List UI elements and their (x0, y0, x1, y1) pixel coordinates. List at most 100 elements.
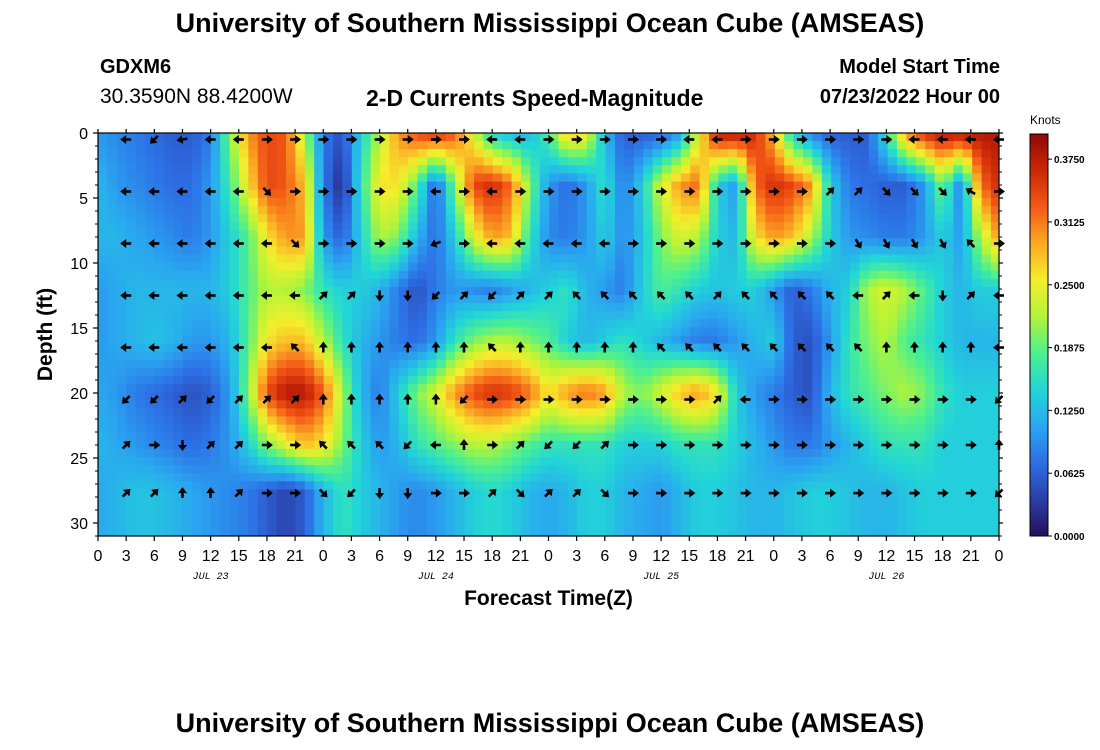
heatmap-cell (474, 359, 484, 369)
heatmap-cell (962, 408, 973, 418)
heatmap-cell (417, 141, 428, 150)
heatmap-cell (596, 295, 607, 304)
heatmap-cell (239, 230, 249, 239)
heatmap-cell (248, 254, 259, 264)
heatmap-cell (737, 181, 748, 191)
heatmap-cell (521, 189, 531, 199)
current-arrow (684, 239, 696, 248)
heatmap-cell (709, 165, 719, 175)
heatmap-cell (445, 408, 456, 418)
heatmap-cell (210, 246, 221, 256)
heatmap-cell (361, 205, 372, 215)
heatmap-cell (962, 165, 973, 175)
heatmap-cell (483, 400, 494, 409)
heatmap-cell (859, 351, 870, 361)
heatmap-cell (483, 311, 494, 320)
heatmap-cell (267, 205, 278, 215)
heatmap-cell (408, 351, 419, 361)
heatmap-cell (98, 230, 108, 239)
heatmap-cell (389, 311, 400, 320)
heatmap-cell (643, 311, 654, 320)
heatmap-cell (690, 295, 701, 304)
heatmap-cell (342, 295, 353, 304)
heatmap-cell (925, 367, 936, 377)
heatmap-cell (474, 408, 484, 418)
current-arrow (260, 239, 272, 248)
heatmap-cell (596, 408, 607, 418)
heatmap-cell (746, 367, 757, 377)
heatmap-cell (145, 133, 155, 142)
heatmap-cell (577, 173, 588, 183)
heatmap-cell (699, 230, 710, 239)
current-arrow (852, 291, 864, 300)
current-arrow (628, 291, 638, 300)
heatmap-cell (116, 141, 127, 150)
heatmap-cell (276, 408, 287, 418)
heatmap-cell (483, 351, 494, 361)
heatmap-cell (972, 521, 983, 531)
heatmap-cell (643, 432, 654, 442)
heatmap-cell (455, 189, 466, 199)
heatmap-cell (474, 384, 484, 393)
heatmap-cell (680, 205, 691, 215)
heatmap-cell (370, 173, 381, 183)
heatmap-cell (389, 246, 400, 256)
heatmap-cell (887, 270, 898, 280)
heatmap-cell (398, 222, 409, 231)
heatmap-cell (690, 473, 701, 482)
heatmap-cell (953, 481, 964, 490)
heatmap-cell (915, 521, 926, 531)
heatmap-cell (624, 149, 635, 158)
heatmap-cell (727, 521, 738, 531)
heatmap-cell (831, 205, 842, 215)
heatmap-cell (427, 432, 437, 442)
heatmap-cell (803, 497, 813, 507)
heatmap-cell (201, 246, 212, 256)
heatmap-cell (502, 335, 513, 345)
heatmap-cell (821, 286, 832, 296)
heatmap-cell (906, 448, 917, 458)
heatmap-cell (116, 521, 127, 531)
current-arrow (120, 239, 132, 248)
heatmap-cell (192, 513, 202, 523)
heatmap-cell (304, 440, 315, 450)
heatmap-cell (709, 367, 719, 377)
heatmap-cell (126, 384, 137, 393)
heatmap-cell (605, 497, 616, 507)
heatmap-cell (314, 367, 325, 377)
heatmap-cell (756, 303, 766, 312)
heatmap-cell (361, 278, 372, 288)
current-arrow (290, 187, 302, 196)
heatmap-cell (276, 295, 287, 304)
heatmap-cell (210, 230, 221, 239)
heatmap-cell (746, 303, 757, 312)
heatmap-cell (173, 189, 184, 199)
heatmap-cell (784, 141, 795, 150)
heatmap-cell (596, 505, 607, 515)
heatmap-cell (276, 141, 287, 150)
heatmap-cell (398, 141, 409, 150)
heatmap-cell (746, 376, 757, 385)
heatmap-cell (492, 286, 503, 296)
heatmap-cell (709, 270, 719, 280)
heatmap-cell (342, 497, 353, 507)
heatmap-cell (633, 497, 644, 507)
heatmap-cell (417, 473, 428, 482)
heatmap-cell (323, 440, 334, 450)
heatmap-cell (737, 424, 748, 434)
heatmap-cell (295, 270, 306, 280)
heatmap-cell (474, 270, 484, 280)
heatmap-cell (154, 497, 165, 507)
heatmap-cell (915, 335, 926, 345)
heatmap-cell (756, 327, 766, 337)
heatmap-cell (323, 254, 334, 264)
heatmap-cell (605, 205, 616, 215)
heatmap-cell (342, 384, 353, 393)
heatmap-cell (229, 157, 240, 166)
heatmap-cell (803, 173, 813, 183)
heatmap-cell (398, 513, 409, 523)
heatmap-cell (690, 448, 701, 458)
heatmap-cell (182, 359, 193, 369)
heatmap-cell (709, 303, 719, 312)
heatmap-cell (925, 149, 936, 158)
